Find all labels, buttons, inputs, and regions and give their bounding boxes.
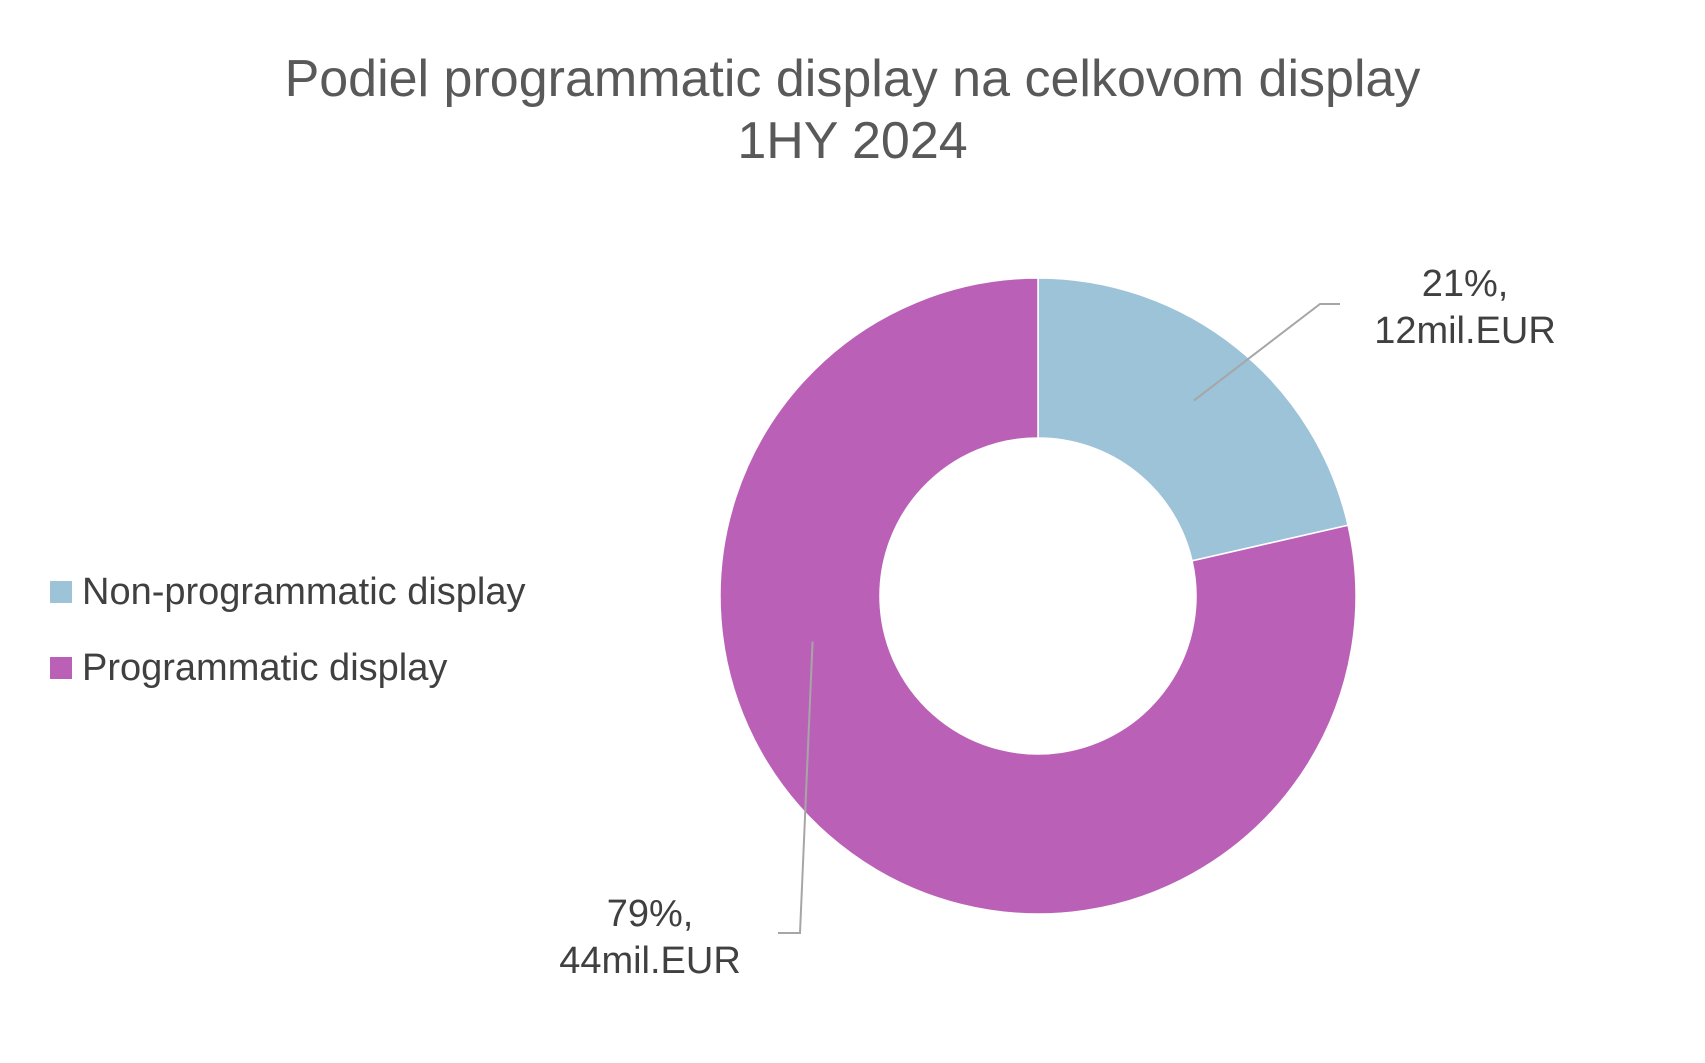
leader-line-non-programmatic [1193, 303, 1340, 402]
data-label-non-programmatic-percent: 21%, [1422, 263, 1509, 305]
data-label-programmatic-percent: 79%, [607, 893, 694, 935]
data-labels: 21%, 12mil.EUR 79%, 44mil.EUR [559, 263, 1556, 982]
data-label-programmatic-value: 44mil.EUR [559, 940, 741, 982]
legend-swatch-programmatic [50, 657, 72, 679]
legend-swatch-non-programmatic [50, 581, 72, 603]
legend-label-non-programmatic: Non-programmatic display [82, 570, 526, 613]
leader-lines [778, 303, 1340, 934]
donut-slice-non-programmatic [1037, 277, 1349, 562]
chart-title-block: Podiel programmatic display na celkovom … [0, 48, 1705, 172]
donut-slices [719, 277, 1357, 915]
data-label-non-programmatic-value: 12mil.EUR [1374, 310, 1556, 352]
leader-line-programmatic [778, 641, 814, 934]
donut-slice-programmatic [719, 277, 1357, 915]
chart-legend: Non-programmatic display Programmatic di… [50, 554, 526, 706]
chart-subtitle: 1HY 2024 [737, 112, 968, 170]
legend-label-programmatic: Programmatic display [82, 646, 448, 689]
chart-title: Podiel programmatic display na celkovom … [284, 50, 1421, 108]
legend-item-programmatic: Programmatic display [50, 630, 526, 706]
legend-item-non-programmatic: Non-programmatic display [50, 554, 526, 630]
